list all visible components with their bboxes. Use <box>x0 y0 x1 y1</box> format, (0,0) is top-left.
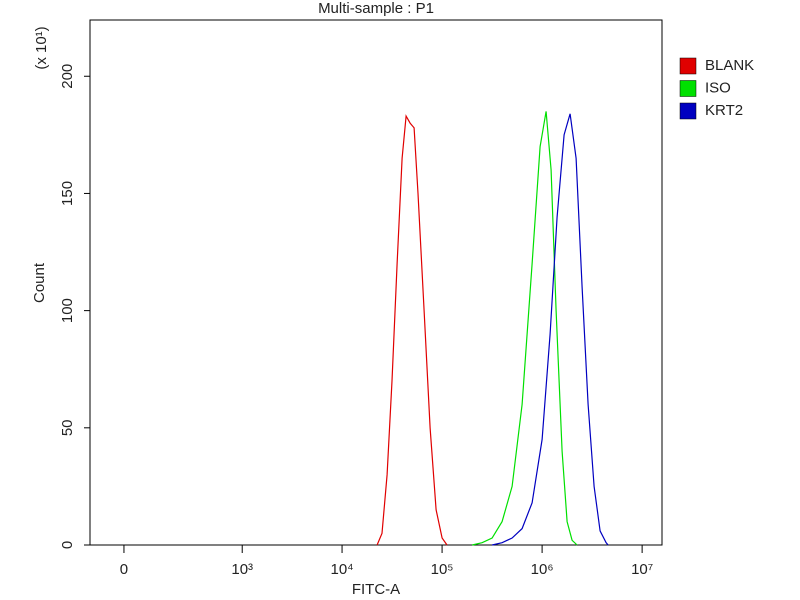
legend-label: ISO <box>705 79 731 96</box>
legend-label: BLANK <box>705 57 754 74</box>
y-tick-label: 0 <box>59 541 76 549</box>
histogram-line <box>491 113 609 546</box>
x-tick-label: 10⁴ <box>330 561 353 578</box>
legend-label: KRT2 <box>705 102 743 119</box>
histogram-line <box>472 111 578 546</box>
legend-swatch <box>679 102 697 120</box>
chart-title: Multi-sample : P1 <box>318 0 434 17</box>
x-tick-label: 10⁶ <box>531 561 554 578</box>
y-tick-label: 100 <box>59 298 76 323</box>
y-tick-label: 150 <box>59 181 76 206</box>
x-tick-label: 10⁵ <box>431 561 454 578</box>
y-tick-label: 50 <box>59 419 76 436</box>
y-multiplier: (x 10¹) <box>33 26 50 69</box>
legend-swatch <box>679 80 697 97</box>
y-axis-label: Count <box>31 262 48 303</box>
x-tick-label: 10³ <box>231 561 253 578</box>
x-tick-label: 0 <box>120 561 128 578</box>
legend-swatch <box>679 57 697 75</box>
x-tick-label: 10⁷ <box>631 561 653 578</box>
histogram-line <box>376 114 448 546</box>
plot-frame <box>89 19 663 546</box>
x-axis-label: FITC-A <box>352 581 400 598</box>
y-tick-label: 200 <box>59 64 76 89</box>
